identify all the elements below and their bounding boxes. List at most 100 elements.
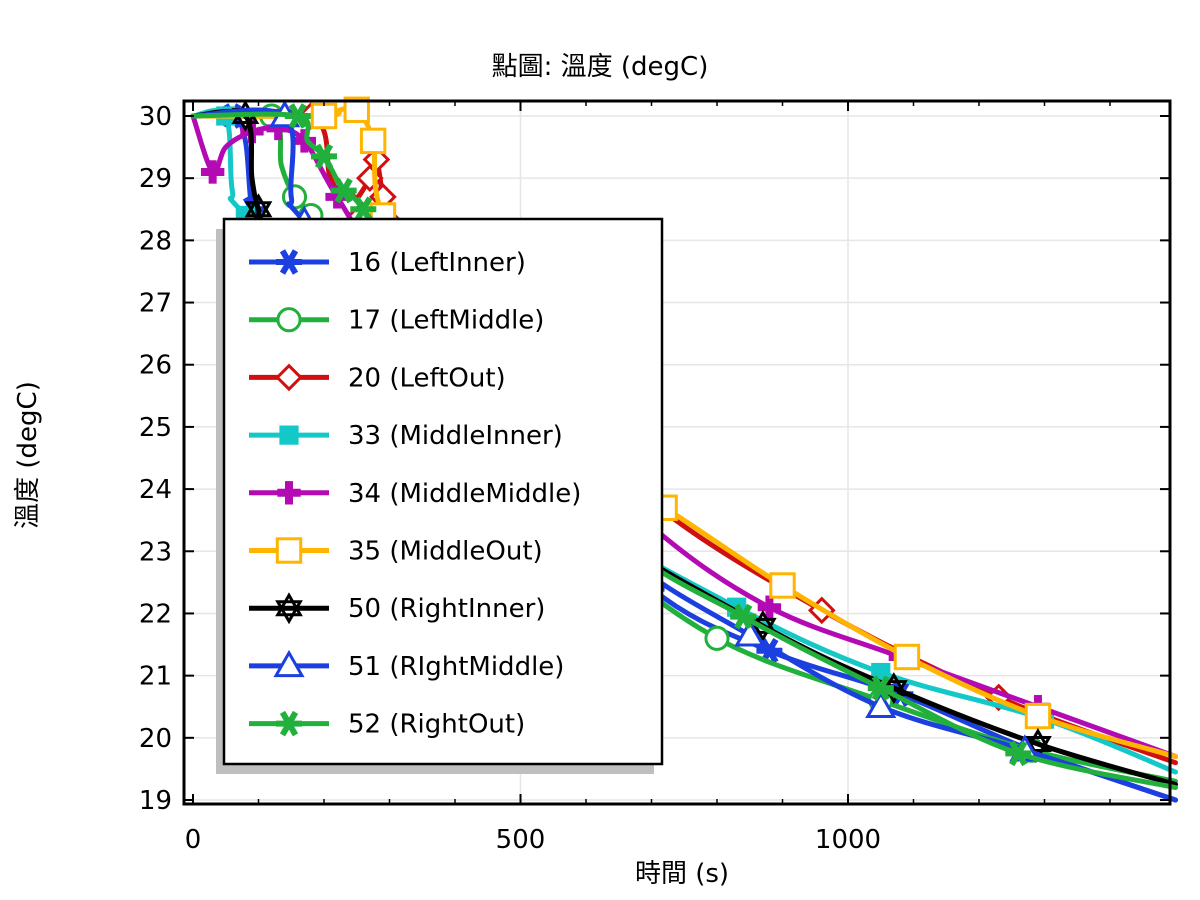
marker-shape [1024, 736, 1052, 761]
legend-entry: 33 (MiddleInner) [249, 421, 563, 451]
x-tick-label: 500 [496, 825, 546, 855]
marker-shape [310, 102, 338, 130]
marker-square [310, 102, 338, 130]
marker-triangle [273, 649, 305, 678]
marker-star [1024, 728, 1052, 761]
marker-square [359, 127, 387, 155]
marker-asterisk [330, 177, 357, 204]
y-tick-label: 30 [139, 102, 172, 132]
marker-asterisk [867, 675, 894, 701]
y-tick-label: 26 [139, 351, 172, 381]
marker-plus [277, 481, 301, 505]
marker-shape [276, 307, 302, 333]
marker-shape [273, 649, 305, 678]
legend-entry: 35 (MiddleOut) [249, 537, 543, 567]
marker-asterisk [276, 249, 302, 275]
marker-stroke [334, 177, 353, 204]
legend-label: 17 (LeftMiddle) [348, 306, 544, 336]
legend-entry: 16 (LeftInner) [249, 248, 526, 278]
legend-label: 52 (RightOut) [348, 710, 525, 740]
marker-shape [1024, 728, 1052, 753]
legend-entry: 50 (RightInner) [249, 592, 545, 625]
marker-shape [343, 96, 370, 123]
marker-shape [1024, 702, 1052, 730]
marker-triangle [865, 690, 897, 718]
marker-shape [275, 600, 303, 625]
marker-square [275, 537, 303, 564]
marker-stroke [734, 603, 753, 630]
legend-entry: 52 (RightOut) [249, 710, 525, 740]
legend-label: 16 (LeftInner) [348, 248, 526, 278]
marker-asterisk [350, 196, 377, 223]
marker-shape [275, 592, 303, 617]
y-tick-label: 22 [139, 599, 172, 629]
legend-entry: 34 (MiddleMiddle) [249, 479, 581, 509]
marker-stroke [279, 710, 299, 737]
marker-stroke [354, 196, 373, 223]
marker-asterisk [730, 603, 757, 630]
legend-label: 33 (MiddleInner) [348, 421, 563, 451]
marker-shape [244, 201, 273, 226]
y-tick-label: 28 [139, 226, 172, 256]
marker-shape [769, 572, 796, 599]
y-tick-label: 20 [139, 724, 172, 754]
marker-square-filled [279, 425, 299, 445]
marker-shape [359, 127, 387, 155]
marker-asterisk [276, 710, 302, 737]
legend-label: 35 (MiddleOut) [348, 537, 543, 567]
marker-triangle [734, 619, 766, 647]
marker-square [1024, 702, 1052, 730]
y-tick-label: 19 [139, 786, 172, 816]
marker-shape [893, 643, 921, 671]
legend-label: 20 (LeftOut) [348, 363, 506, 393]
legend-label: 34 (MiddleMiddle) [348, 479, 581, 509]
legend-label: 51 (RIghtMiddle) [348, 652, 564, 682]
y-tick-label: 29 [139, 164, 172, 194]
marker-plus [292, 129, 317, 153]
marker-square [893, 643, 921, 671]
marker-shape [275, 363, 303, 392]
marker-star [275, 592, 303, 625]
marker-diamond [275, 363, 303, 392]
plot-frame [182, 99, 1172, 806]
marker-circle [276, 307, 302, 333]
y-tick-label: 23 [139, 537, 172, 567]
x-axis-title: 時間 (s) [635, 859, 729, 889]
marker-stroke [314, 143, 334, 170]
marker-asterisk [1005, 740, 1032, 767]
marker-stroke [871, 675, 890, 701]
axis-ticks [184, 101, 1170, 804]
legend-entry: 17 (LeftMiddle) [249, 306, 544, 336]
chart-title: 點圖: 溫度 (degC) [492, 52, 709, 82]
marker-square [343, 96, 370, 123]
marker-shape [244, 193, 273, 218]
legend-label: 50 (RightInner) [348, 594, 545, 624]
marker-shape [279, 425, 299, 445]
marker-asterisk [311, 143, 337, 170]
marker-plus [757, 595, 782, 619]
y-tick-label: 21 [139, 662, 172, 692]
marker-shape [704, 625, 730, 651]
x-tick-label: 0 [185, 825, 202, 855]
y-tick-label: 24 [139, 475, 172, 505]
marker-circle [704, 625, 730, 651]
marker-star [244, 193, 273, 226]
marker-shape [275, 537, 303, 564]
marker-square [769, 572, 796, 599]
marker-asterisk [284, 103, 311, 129]
y-axis-title: 溫度 (degC) [13, 381, 43, 529]
x-tick-labels: 0 500 1000 [185, 825, 881, 855]
marker-shape [734, 619, 766, 647]
x-tick-label: 1000 [815, 825, 881, 855]
legend-entry: 20 (LeftOut) [249, 363, 506, 393]
y-tick-label: 25 [139, 413, 172, 443]
marker-stroke [288, 103, 307, 129]
legend: 16 (LeftInner) 17 (LeftMiddle) 20 (LeftOut… [216, 217, 664, 774]
y-tick-labels: 19 20 21 22 23 24 25 26 27 28 29 30 [139, 102, 172, 816]
marker-shape [865, 690, 897, 718]
marker-stroke [1009, 740, 1028, 767]
legend-entry: 51 (RIghtMiddle) [249, 649, 564, 682]
marker-plus [200, 160, 225, 184]
y-tick-label: 27 [139, 289, 172, 319]
